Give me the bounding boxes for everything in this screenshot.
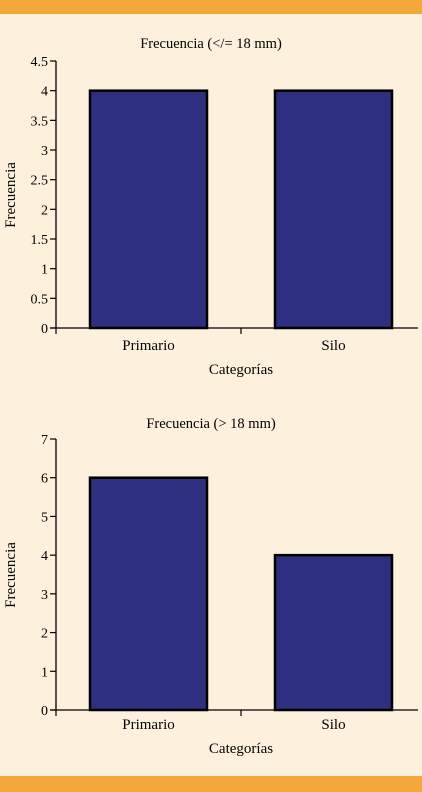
top-accent-band (0, 0, 422, 14)
y-tick-label: 2.5 (31, 174, 49, 189)
y-tick-label: 2 (41, 627, 48, 642)
y-tick-label: 4 (41, 85, 48, 100)
category-label: Silo (321, 338, 345, 354)
y-tick-label: 0 (41, 322, 48, 337)
y-tick-label: 4 (41, 549, 48, 564)
y-tick-label: 7 (41, 433, 48, 448)
y-axis-label: Frecuencia (3, 162, 19, 228)
chart-title: Frecuencia (> 18 mm) (146, 416, 276, 432)
y-tick-label: 0 (41, 704, 48, 719)
category-label: Primario (122, 338, 175, 354)
chart-panel-2: Frecuencia (> 18 mm) 0 1 2 3 4 5 6 7 Primario Silo… (3, 416, 418, 757)
y-tick-label: 6 (41, 472, 48, 487)
category-label: Silo (321, 717, 345, 733)
y-tick-label: 0.5 (31, 292, 49, 307)
x-axis-label: Categorías (209, 741, 273, 757)
y-tick-label: 1.5 (31, 233, 49, 248)
bar-silo (273, 89, 394, 330)
chart-title: Frecuencia (</= 18 mm) (140, 36, 282, 52)
bottom-accent-band (0, 776, 422, 792)
y-tick-label: 3.5 (31, 114, 49, 129)
y-axis-label: Frecuencia (3, 542, 19, 608)
y-tick-label: 3 (41, 588, 48, 603)
y-tick-label: 1 (41, 665, 48, 680)
chart-panel-1: Frecuencia (</= 18 mm) 0 0.5 1 1.5 2 2.5 3 3.5 4 4… (3, 36, 418, 378)
x-axis-label: Categorías (209, 362, 273, 378)
bar-primario (88, 476, 209, 712)
y-tick-label: 3 (41, 144, 48, 159)
y-tick-label: 2 (41, 203, 48, 218)
category-label: Primario (122, 717, 175, 733)
y-tick-label: 5 (41, 510, 48, 525)
y-tick-label: 1 (41, 263, 48, 278)
y-tick-label: 4.5 (31, 55, 49, 70)
bar-primario (88, 89, 209, 330)
bar-silo (273, 553, 394, 712)
